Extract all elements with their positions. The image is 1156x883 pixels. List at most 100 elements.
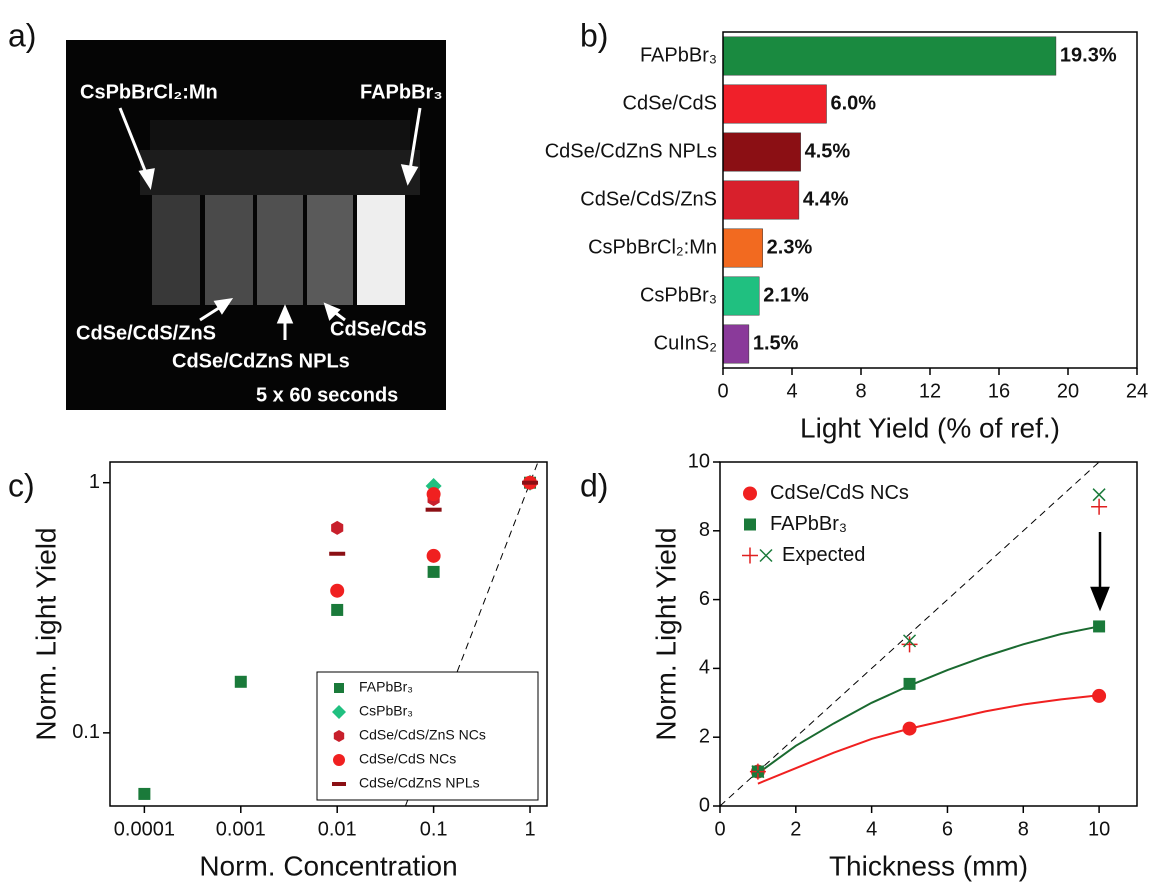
bar <box>722 180 800 220</box>
marker <box>903 634 917 648</box>
panel-label: b) <box>580 17 608 53</box>
bar <box>722 228 763 268</box>
x-tick-label: 0.1 <box>420 818 448 840</box>
category-label: CdSe/CdS/ZnS <box>580 188 717 210</box>
marker <box>138 787 151 800</box>
x-tick-label: 0.001 <box>216 818 266 840</box>
y-axis-label: Norm. Light Yield <box>650 527 681 740</box>
x-tick-label: 8 <box>855 380 866 402</box>
x-tick-label: 20 <box>1057 380 1079 402</box>
plot-frame <box>109 461 548 807</box>
photo-label: CdSe/CdZnS NPLs <box>172 350 350 372</box>
marker <box>331 603 344 616</box>
x-tick-label: 0 <box>717 380 728 402</box>
cuvette <box>257 195 303 305</box>
bar <box>722 324 750 364</box>
category-label: CsPbBr₃ <box>640 284 717 306</box>
x-tick-label: 8 <box>1018 818 1029 840</box>
panel-label: a) <box>8 17 36 53</box>
marker <box>425 507 442 512</box>
legend-label: FAPbBr₃ <box>770 513 847 535</box>
legend-box <box>316 671 539 801</box>
cuvette <box>357 195 405 305</box>
cuvette <box>205 195 253 305</box>
x-axis-label: Light Yield (% of ref.) <box>800 412 1060 443</box>
marker <box>1092 488 1106 502</box>
category-label: CdSe/CdZnS NPLs <box>545 140 717 162</box>
x-tick-label: 4 <box>786 380 797 402</box>
marker <box>1093 620 1106 633</box>
y-tick-label: 0.1 <box>72 721 100 743</box>
photo-arrows <box>118 107 422 340</box>
value-label: 19.3% <box>1060 44 1117 66</box>
x-tick-label: 1 <box>524 818 535 840</box>
x-tick-label: 2 <box>790 818 801 840</box>
y-tick-label: 4 <box>699 657 710 679</box>
legend-label: CdSe/CdS NCs <box>770 482 909 504</box>
bar <box>722 36 1057 76</box>
photo-caption: 5 x 60 seconds <box>256 384 398 406</box>
reference-line <box>720 462 1100 806</box>
bar <box>722 276 760 316</box>
x-tick-label: 6 <box>942 818 953 840</box>
category-label: CsPbBrCl₂:Mn <box>588 236 717 258</box>
marker <box>744 518 756 531</box>
value-label: 2.3% <box>767 236 813 258</box>
marker <box>522 480 539 485</box>
marker <box>1091 498 1108 515</box>
marker <box>334 683 344 693</box>
rack <box>140 150 420 195</box>
photo-label: FAPbBr₃ <box>360 81 443 103</box>
value-label: 2.1% <box>763 284 809 306</box>
marker <box>759 548 773 563</box>
fit-line <box>757 694 1100 785</box>
marker <box>427 565 440 578</box>
value-label: 4.4% <box>803 188 849 210</box>
y-axis-label: Norm. Light Yield <box>30 527 61 740</box>
y-tick-label: 6 <box>699 588 710 610</box>
marker <box>426 548 441 563</box>
bar <box>722 132 801 172</box>
x-tick-label: 10 <box>1088 818 1110 840</box>
arrow <box>1090 532 1110 612</box>
photo-label: CdSe/CdS/ZnS <box>76 322 216 344</box>
bar <box>722 84 827 124</box>
cuvette <box>152 195 200 305</box>
x-tick-label: 12 <box>919 380 941 402</box>
x-tick-label: 0.01 <box>318 818 357 840</box>
marker <box>743 486 757 501</box>
y-tick-label: 8 <box>699 519 710 541</box>
marker <box>332 782 346 786</box>
marker <box>902 721 917 736</box>
marker <box>329 551 346 556</box>
x-tick-label: 0.0001 <box>114 818 175 840</box>
category-label: CuInS₂ <box>654 332 717 354</box>
legend-label: FAPbBr₃ <box>359 679 413 695</box>
legend-label: CsPbBr₃ <box>359 703 413 719</box>
marker <box>333 730 345 742</box>
panel-label: c) <box>8 467 35 503</box>
legend-label: CdSe/CdS NCs <box>359 751 456 767</box>
marker <box>333 754 345 766</box>
plot-frame <box>719 461 1138 807</box>
y-tick-label: 10 <box>688 450 710 472</box>
legend-label: Expected <box>782 544 865 566</box>
rack-top <box>150 120 410 150</box>
fit-line <box>757 625 1100 775</box>
category-label: CdSe/CdS <box>623 92 718 114</box>
value-label: 4.5% <box>805 140 851 162</box>
category-label: FAPbBr₃ <box>640 44 717 66</box>
marker <box>903 677 916 690</box>
marker <box>742 547 758 564</box>
x-tick-label: 16 <box>988 380 1010 402</box>
value-label: 1.5% <box>753 332 799 354</box>
marker <box>426 487 441 502</box>
value-label: 6.0% <box>831 92 877 114</box>
marker <box>331 520 344 535</box>
x-tick-label: 0 <box>714 818 725 840</box>
legend-label: CdSe/CdS/ZnS NCs <box>359 727 486 743</box>
photo: CsPbBrCl₂:Mn FAPbBr₃ CdSe/CdS/ZnS CdSe/C… <box>66 40 446 410</box>
marker <box>330 583 345 598</box>
photo-label: CsPbBrCl₂:Mn <box>80 81 218 103</box>
legend-label: CdSe/CdZnS NPLs <box>359 775 480 791</box>
